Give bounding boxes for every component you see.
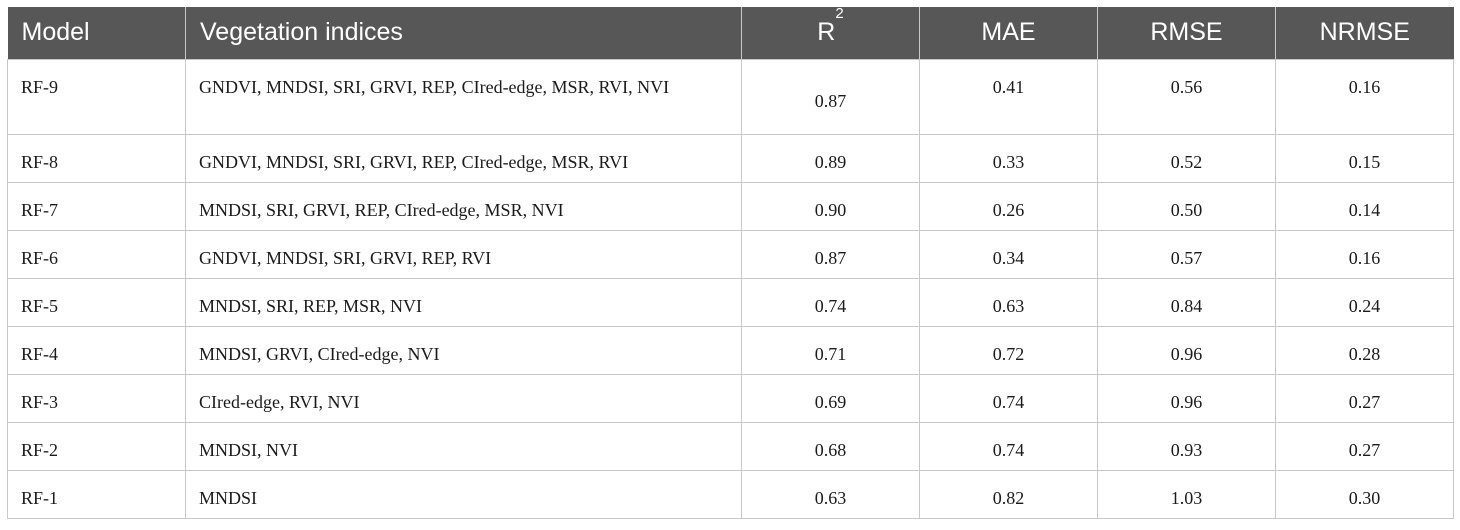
cell-nrmse: 0.15	[1275, 133, 1454, 183]
cell-mae: 0.33	[919, 133, 1098, 183]
header-mae: MAE	[919, 7, 1098, 59]
cell-rmse: 0.56	[1097, 58, 1276, 135]
cell-nrmse: 0.24	[1275, 277, 1454, 327]
cell-nrmse: 0.16	[1275, 229, 1454, 279]
cell-nrmse: 0.27	[1275, 421, 1454, 471]
cell-nrmse: 0.30	[1275, 469, 1454, 519]
header-r2-base: R	[817, 18, 836, 47]
cell-rmse: 0.57	[1097, 229, 1276, 279]
cell-model: RF-7	[7, 181, 186, 231]
cell-model: RF-5	[7, 277, 186, 327]
cell-model: RF-6	[7, 229, 186, 279]
table-row: RF-5 MNDSI, SRI, REP, MSR, NVI 0.74 0.63…	[7, 277, 1454, 327]
header-model: Model	[7, 7, 186, 59]
cell-r2: 0.63	[741, 469, 920, 519]
cell-model: RF-8	[7, 133, 186, 183]
cell-model: RF-2	[7, 421, 186, 471]
cell-vegetation-indices: GNDVI, MNDSI, SRI, GRVI, REP, CIred-edge…	[185, 133, 742, 183]
cell-r2: 0.68	[741, 421, 920, 471]
table-body: RF-9 GNDVI, MNDSI, SRI, GRVI, REP, CIred…	[7, 58, 1454, 519]
cell-vegetation-indices: GNDVI, MNDSI, SRI, GRVI, REP, CIred-edge…	[185, 58, 742, 135]
table-row: RF-8 GNDVI, MNDSI, SRI, GRVI, REP, CIred…	[7, 133, 1454, 183]
cell-rmse: 0.84	[1097, 277, 1276, 327]
results-table-container: Model Vegetation indices R2 MAE RMSE NRM…	[7, 5, 1454, 519]
cell-rmse: 0.96	[1097, 325, 1276, 375]
cell-vegetation-indices: GNDVI, MNDSI, SRI, GRVI, REP, RVI	[185, 229, 742, 279]
cell-nrmse: 0.16	[1275, 58, 1454, 135]
cell-nrmse: 0.14	[1275, 181, 1454, 231]
header-rmse: RMSE	[1097, 7, 1276, 59]
cell-r2: 0.69	[741, 373, 920, 423]
cell-vegetation-indices: MNDSI, SRI, REP, MSR, NVI	[185, 277, 742, 327]
cell-vegetation-indices: MNDSI, SRI, GRVI, REP, CIred-edge, MSR, …	[185, 181, 742, 231]
cell-r2: 0.89	[741, 133, 920, 183]
header-vegetation-indices: Vegetation indices	[185, 7, 742, 59]
table-row: RF-3 CIred-edge, RVI, NVI 0.69 0.74 0.96…	[7, 373, 1454, 423]
cell-vegetation-indices: MNDSI	[185, 469, 742, 519]
table-row: RF-9 GNDVI, MNDSI, SRI, GRVI, REP, CIred…	[7, 58, 1454, 135]
results-table: Model Vegetation indices R2 MAE RMSE NRM…	[7, 5, 1454, 519]
table-row: RF-4 MNDSI, GRVI, CIred-edge, NVI 0.71 0…	[7, 325, 1454, 375]
cell-r2: 0.90	[741, 181, 920, 231]
cell-mae: 0.26	[919, 181, 1098, 231]
cell-rmse: 0.96	[1097, 373, 1276, 423]
table-row: RF-1 MNDSI 0.63 0.82 1.03 0.30	[7, 469, 1454, 519]
cell-r2: 0.87	[741, 229, 920, 279]
cell-vegetation-indices: CIred-edge, RVI, NVI	[185, 373, 742, 423]
header-r2-superscript: 2	[835, 5, 844, 23]
cell-r2: 0.87	[741, 58, 920, 135]
cell-mae: 0.82	[919, 469, 1098, 519]
cell-model: RF-3	[7, 373, 186, 423]
cell-mae: 0.34	[919, 229, 1098, 279]
cell-r2: 0.74	[741, 277, 920, 327]
cell-rmse: 0.93	[1097, 421, 1276, 471]
cell-rmse: 0.50	[1097, 181, 1276, 231]
cell-model: RF-1	[7, 469, 186, 519]
cell-mae: 0.72	[919, 325, 1098, 375]
table-header: Model Vegetation indices R2 MAE RMSE NRM…	[7, 5, 1454, 59]
table-row: RF-6 GNDVI, MNDSI, SRI, GRVI, REP, RVI 0…	[7, 229, 1454, 279]
header-r2: R2	[741, 5, 920, 59]
cell-rmse: 1.03	[1097, 469, 1276, 519]
cell-mae: 0.74	[919, 373, 1098, 423]
cell-mae: 0.74	[919, 421, 1098, 471]
header-row: Model Vegetation indices R2 MAE RMSE NRM…	[7, 5, 1454, 59]
cell-nrmse: 0.27	[1275, 373, 1454, 423]
cell-vegetation-indices: MNDSI, GRVI, CIred-edge, NVI	[185, 325, 742, 375]
cell-mae: 0.41	[919, 58, 1098, 135]
cell-mae: 0.63	[919, 277, 1098, 327]
cell-model: RF-4	[7, 325, 186, 375]
table-row: RF-7 MNDSI, SRI, GRVI, REP, CIred-edge, …	[7, 181, 1454, 231]
table-row: RF-2 MNDSI, NVI 0.68 0.74 0.93 0.27	[7, 421, 1454, 471]
header-nrmse: NRMSE	[1319, 18, 1410, 47]
cell-vegetation-indices: MNDSI, NVI	[185, 421, 742, 471]
cell-model: RF-9	[7, 58, 186, 135]
cell-nrmse: 0.28	[1275, 325, 1454, 375]
cell-rmse: 0.52	[1097, 133, 1276, 183]
cell-r2: 0.71	[741, 325, 920, 375]
